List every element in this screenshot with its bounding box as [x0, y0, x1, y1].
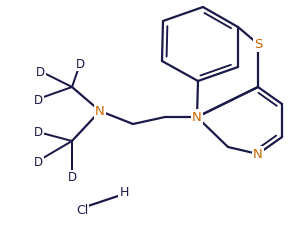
Text: S: S — [254, 38, 262, 51]
Text: D: D — [67, 171, 76, 184]
Text: D: D — [76, 58, 84, 71]
Text: D: D — [35, 65, 45, 78]
Text: N: N — [192, 111, 202, 124]
Text: D: D — [33, 155, 43, 168]
Text: N: N — [95, 105, 105, 118]
Text: D: D — [33, 93, 43, 106]
Text: Cl: Cl — [76, 204, 88, 217]
Text: D: D — [33, 126, 43, 139]
Text: N: N — [253, 148, 263, 161]
Text: H: H — [119, 186, 129, 199]
